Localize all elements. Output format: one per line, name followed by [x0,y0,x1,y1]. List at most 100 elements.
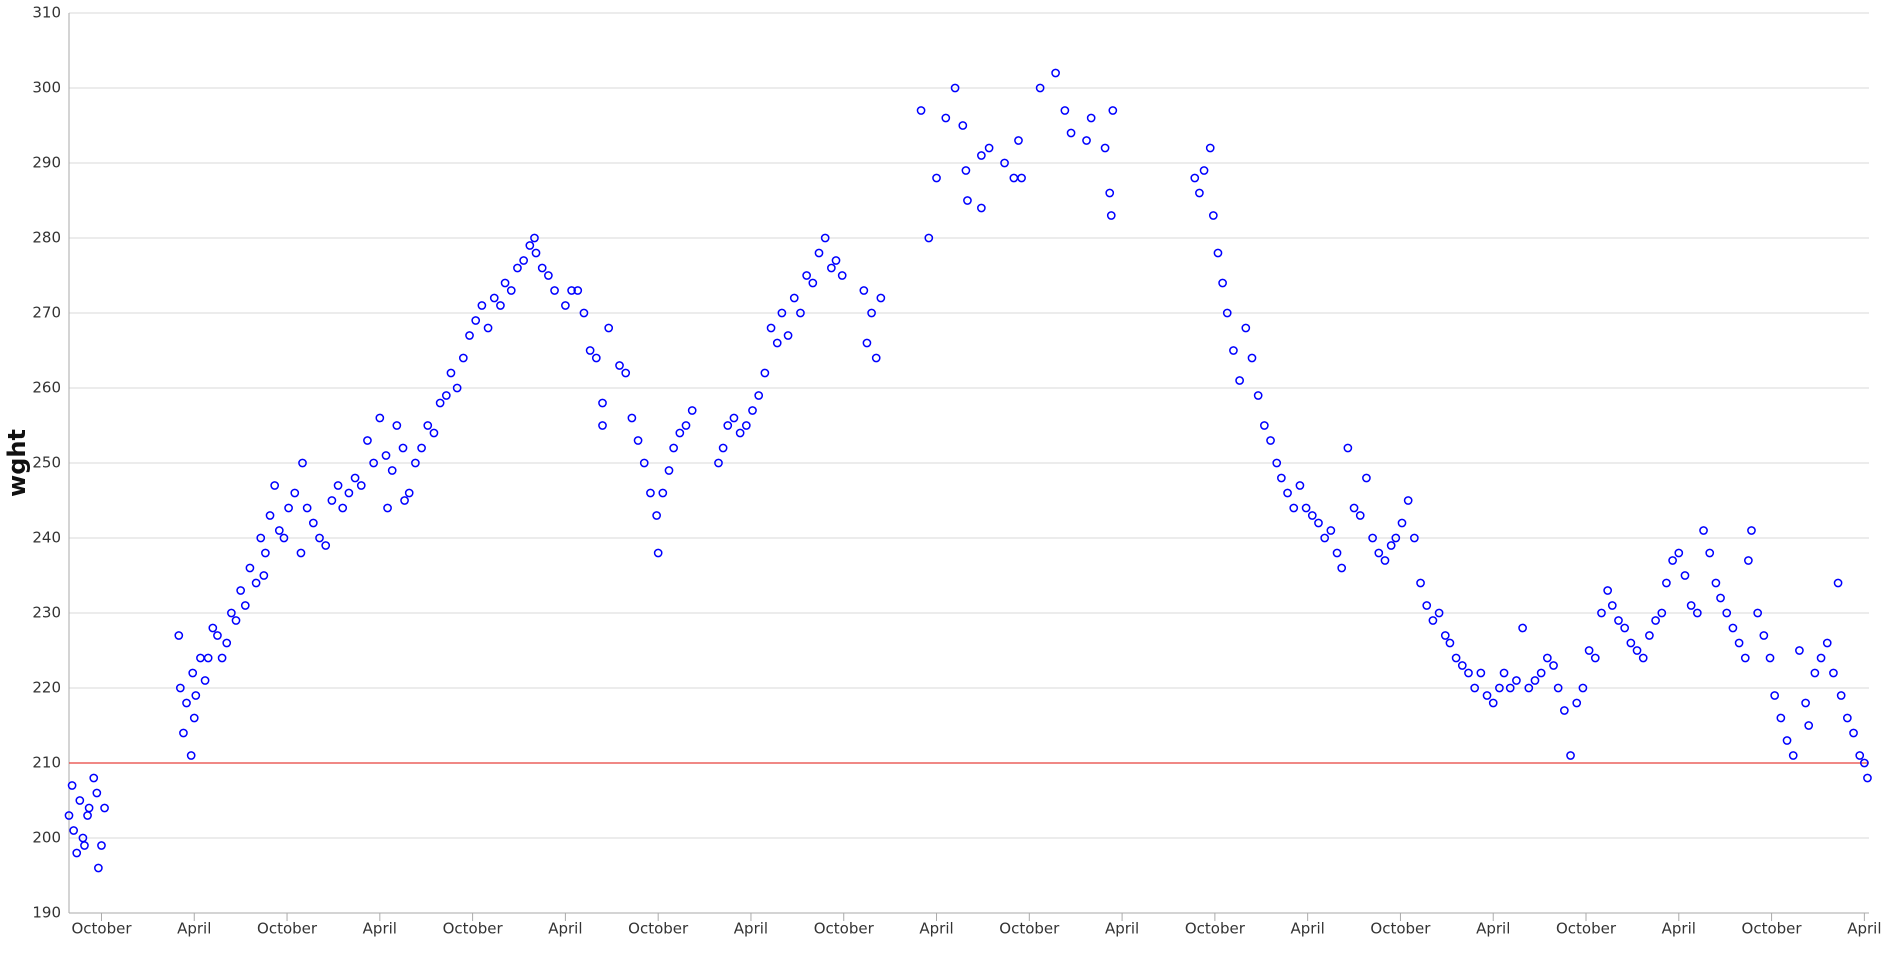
point [1849,728,1858,738]
x-tick-label: April [1291,920,1325,938]
point [585,346,595,355]
x-tick-label: April [1847,920,1881,938]
point [392,421,402,430]
point [531,248,541,258]
point [471,316,481,325]
point [1674,548,1684,558]
point [1620,623,1630,633]
point [1734,638,1744,648]
point [446,368,456,378]
point [814,248,824,258]
point [1614,616,1623,625]
point [1549,661,1558,670]
point [251,578,261,588]
point [1060,106,1070,115]
point [687,406,697,415]
point [1482,691,1492,700]
point [1722,608,1732,618]
point [1855,751,1865,760]
point [240,601,250,610]
point [423,421,433,430]
point [1590,653,1600,663]
point [1804,721,1814,730]
point [530,233,539,243]
point [1235,376,1244,385]
point [1343,443,1353,453]
point [1009,173,1019,183]
point [179,728,188,738]
point [69,826,78,835]
point [1326,526,1336,535]
point [1082,136,1091,145]
point [950,83,960,93]
y-tick-label: 240 [32,529,61,547]
point [916,106,926,115]
point [1770,691,1780,700]
point [465,331,474,340]
point [1584,646,1594,655]
point [298,458,307,468]
point [525,241,535,250]
point [1428,616,1438,625]
point [573,286,583,295]
point [290,488,300,498]
point [1566,751,1575,760]
point [72,848,82,858]
point [831,256,841,265]
point [1260,421,1269,430]
point [1051,68,1060,78]
point [489,293,499,303]
y-tick-label: 200 [32,829,61,847]
point [411,458,420,468]
point [64,811,74,820]
point [1368,533,1377,543]
point [338,503,348,513]
point [92,788,102,798]
point [1457,661,1467,670]
point [84,803,94,813]
point [1524,683,1534,693]
point [924,233,934,243]
point [1863,773,1872,783]
point [1362,473,1371,483]
point [977,151,986,160]
point [1100,143,1110,153]
point [932,173,941,183]
point [344,488,354,498]
point [1410,533,1419,543]
point [537,263,547,273]
point [1416,578,1425,588]
point [270,481,280,490]
y-tick-label: 280 [32,229,61,247]
point [871,353,881,363]
point [1572,698,1582,708]
y-tick-label: 270 [32,304,61,322]
point [1765,653,1775,663]
point [213,631,222,640]
point [1607,601,1617,610]
y-tick-label: 300 [32,79,61,97]
point [1105,188,1115,198]
point [256,533,266,543]
point [1218,278,1227,288]
x-tick-label: April [919,920,953,938]
point [182,698,191,708]
point [100,803,109,813]
point [175,683,185,693]
point [1843,713,1852,723]
x-tick-label: October [257,920,318,938]
point [1000,158,1009,168]
point [83,811,92,820]
point [820,233,830,243]
point [1272,458,1282,468]
point [1536,668,1546,678]
point [1320,533,1330,543]
point [1289,503,1299,513]
point [808,278,818,288]
point [1518,623,1527,633]
point [669,443,678,453]
x-tick-label: October [1556,920,1617,938]
x-tick-label: October [814,920,875,938]
point [1753,608,1763,618]
point [827,263,836,273]
